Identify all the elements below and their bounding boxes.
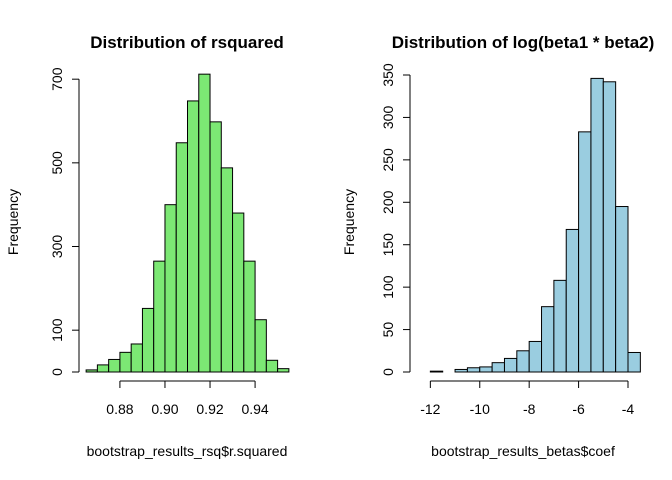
y-tick-label: 100 <box>380 275 396 299</box>
histogram-bar <box>96 364 110 373</box>
y-tick-label: 250 <box>380 148 396 172</box>
histogram-bar <box>277 368 290 373</box>
y-tick-label: 350 <box>380 63 396 87</box>
histogram-bar <box>198 73 211 373</box>
x-tick-label: -8 <box>523 401 536 417</box>
histogram-bar <box>503 357 518 373</box>
x-tick-label: -10 <box>470 401 490 417</box>
histogram-bar <box>454 368 468 373</box>
histogram-bar <box>164 204 177 373</box>
y-tick-label: 700 <box>49 67 65 91</box>
histogram-bar <box>541 306 555 373</box>
histogram-bar <box>85 369 98 373</box>
histogram-bar <box>209 121 222 373</box>
y-tick-label: 100 <box>49 318 65 342</box>
histogram-bar <box>602 81 617 373</box>
histogram-bar <box>528 340 543 373</box>
histogram-bar <box>187 100 200 373</box>
x-axis-label: bootstrap_results_betas$coef <box>431 443 615 459</box>
chart-1: 0.88 0.90 0.92 0.94 0 100 300 500 700 Distributio… <box>5 33 290 459</box>
y-axis-label: Frequency <box>341 189 357 255</box>
histogram-bar <box>429 370 444 373</box>
x-tick-label: 0.90 <box>151 401 178 417</box>
histogram-bar <box>553 279 567 373</box>
histogram-bar <box>590 77 604 373</box>
y-tick-label: 150 <box>380 233 396 257</box>
y-tick-label: 500 <box>49 151 65 175</box>
chart-title: Distribution of rsquared <box>90 33 284 52</box>
x-axis-label: bootstrap_results_rsq$r.squared <box>87 443 288 459</box>
y-tick-label: 200 <box>380 190 396 214</box>
chart-2: -12 -10 -8 -6 -4 0 50 100 150 200 250 300 350 Distrib… <box>341 33 654 459</box>
y-tick-label: 0 <box>49 368 65 376</box>
x-tick-label: -12 <box>420 401 440 417</box>
histogram-bar <box>265 359 279 373</box>
histogram-bar <box>254 319 267 373</box>
x-tick-label: 0.92 <box>196 401 223 417</box>
histogram-bar <box>108 358 121 373</box>
x-tick-label: 0.94 <box>241 401 268 417</box>
histogram-bar <box>175 142 189 373</box>
histogram-bar <box>516 350 530 373</box>
histogram-bar <box>243 260 256 373</box>
histogram-bar <box>232 212 245 373</box>
y-tick-label: 0 <box>380 368 396 376</box>
x-tick-label: -4 <box>622 401 635 417</box>
histogram-bar <box>491 362 505 373</box>
histogram-bar <box>130 343 143 373</box>
y-tick-label: 50 <box>380 322 396 338</box>
histogram-bar <box>565 228 580 373</box>
histogram-bar <box>627 351 641 373</box>
histogram-bar <box>466 367 481 373</box>
histogram-bar <box>119 351 132 373</box>
histogram-bar <box>141 307 155 373</box>
y-tick-label: 300 <box>49 235 65 259</box>
histogram-bar <box>153 260 166 373</box>
y-axis-label: Frequency <box>5 189 21 255</box>
chart-title: Distribution of log(beta1 * beta2) <box>392 33 655 52</box>
histogram-bar <box>220 167 234 373</box>
x-tick-label: -6 <box>572 401 585 417</box>
y-tick-label: 300 <box>380 106 396 130</box>
x-tick-label: 0.88 <box>106 401 133 417</box>
histogram-bar <box>578 131 592 373</box>
histogram-bar <box>615 206 629 373</box>
histogram-bar <box>479 366 493 373</box>
